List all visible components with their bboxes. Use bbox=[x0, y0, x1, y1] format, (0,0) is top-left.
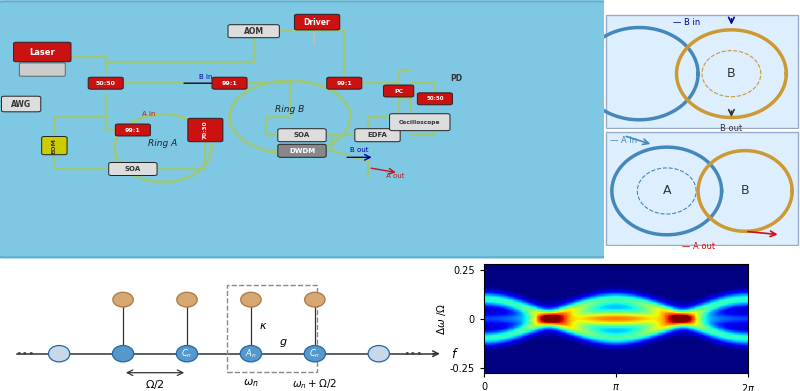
Text: 50:50: 50:50 bbox=[96, 81, 116, 86]
Text: Ring B: Ring B bbox=[275, 105, 305, 114]
Text: $\omega_n+\Omega/2$: $\omega_n+\Omega/2$ bbox=[292, 377, 338, 391]
Text: $\Omega/2$: $\Omega/2$ bbox=[145, 378, 165, 391]
Ellipse shape bbox=[241, 292, 261, 307]
Text: PC: PC bbox=[394, 88, 403, 93]
FancyBboxPatch shape bbox=[355, 129, 400, 142]
Text: •••: ••• bbox=[15, 349, 34, 359]
FancyBboxPatch shape bbox=[2, 96, 41, 112]
Text: Oscilloscope: Oscilloscope bbox=[399, 120, 441, 125]
Text: B: B bbox=[727, 67, 736, 80]
FancyBboxPatch shape bbox=[109, 163, 157, 176]
Circle shape bbox=[304, 346, 326, 362]
Text: SOA: SOA bbox=[125, 166, 141, 172]
Bar bbox=[227, 285, 317, 372]
FancyBboxPatch shape bbox=[212, 77, 247, 89]
Circle shape bbox=[113, 346, 134, 362]
Text: A in: A in bbox=[142, 111, 155, 117]
Text: $\kappa$: $\kappa$ bbox=[258, 321, 267, 331]
Text: •••: ••• bbox=[403, 349, 422, 359]
Text: B: B bbox=[741, 185, 750, 197]
Text: 70:30: 70:30 bbox=[203, 121, 208, 139]
Text: B in: B in bbox=[198, 74, 212, 80]
Text: A: A bbox=[662, 185, 671, 197]
FancyBboxPatch shape bbox=[294, 14, 340, 30]
Text: $C_n$: $C_n$ bbox=[310, 348, 321, 360]
Circle shape bbox=[368, 346, 390, 362]
Text: $\omega_n$: $\omega_n$ bbox=[243, 377, 258, 389]
FancyBboxPatch shape bbox=[278, 144, 326, 157]
Text: — A out: — A out bbox=[682, 242, 715, 251]
FancyBboxPatch shape bbox=[606, 15, 798, 128]
FancyBboxPatch shape bbox=[326, 77, 362, 89]
Text: $g$: $g$ bbox=[278, 337, 287, 349]
FancyBboxPatch shape bbox=[188, 118, 223, 142]
Ellipse shape bbox=[305, 292, 325, 307]
Circle shape bbox=[49, 346, 70, 362]
Text: B out: B out bbox=[720, 124, 742, 133]
Y-axis label: $\Delta\omega\ /\Omega$: $\Delta\omega\ /\Omega$ bbox=[435, 303, 449, 335]
Text: Driver: Driver bbox=[304, 18, 330, 27]
Text: EOM: EOM bbox=[52, 138, 57, 154]
Circle shape bbox=[240, 346, 262, 362]
Text: $A_n$: $A_n$ bbox=[245, 348, 257, 360]
Ellipse shape bbox=[177, 292, 198, 307]
Text: 50:50: 50:50 bbox=[426, 96, 444, 101]
FancyBboxPatch shape bbox=[19, 63, 66, 76]
FancyBboxPatch shape bbox=[42, 136, 67, 155]
FancyBboxPatch shape bbox=[88, 77, 123, 89]
Text: $C_n$: $C_n$ bbox=[182, 348, 193, 360]
Text: B out: B out bbox=[350, 147, 369, 153]
FancyBboxPatch shape bbox=[115, 124, 150, 136]
FancyBboxPatch shape bbox=[14, 42, 71, 62]
Text: Ring A: Ring A bbox=[149, 138, 178, 147]
Text: 99:1: 99:1 bbox=[337, 81, 352, 86]
FancyBboxPatch shape bbox=[228, 25, 279, 38]
Text: EDFA: EDFA bbox=[367, 132, 387, 138]
Text: $f$: $f$ bbox=[451, 347, 459, 361]
Text: A out: A out bbox=[386, 173, 405, 179]
FancyBboxPatch shape bbox=[383, 85, 414, 97]
Text: AWG: AWG bbox=[11, 99, 31, 109]
Text: Laser: Laser bbox=[30, 47, 55, 57]
Text: 99:1: 99:1 bbox=[125, 127, 141, 133]
FancyBboxPatch shape bbox=[278, 129, 326, 142]
Text: 99:1: 99:1 bbox=[222, 81, 238, 86]
Circle shape bbox=[176, 346, 198, 362]
FancyBboxPatch shape bbox=[418, 93, 452, 105]
Ellipse shape bbox=[113, 292, 134, 307]
Text: AOM: AOM bbox=[244, 27, 264, 36]
Text: PD: PD bbox=[450, 74, 462, 83]
FancyBboxPatch shape bbox=[390, 114, 450, 131]
FancyBboxPatch shape bbox=[0, 1, 607, 257]
Text: DWDM: DWDM bbox=[289, 148, 315, 154]
Text: SOA: SOA bbox=[294, 132, 310, 138]
FancyBboxPatch shape bbox=[606, 132, 798, 245]
Text: $B_n$: $B_n$ bbox=[245, 293, 257, 306]
Text: — A in: — A in bbox=[610, 136, 637, 145]
Text: — B in: — B in bbox=[673, 18, 700, 27]
